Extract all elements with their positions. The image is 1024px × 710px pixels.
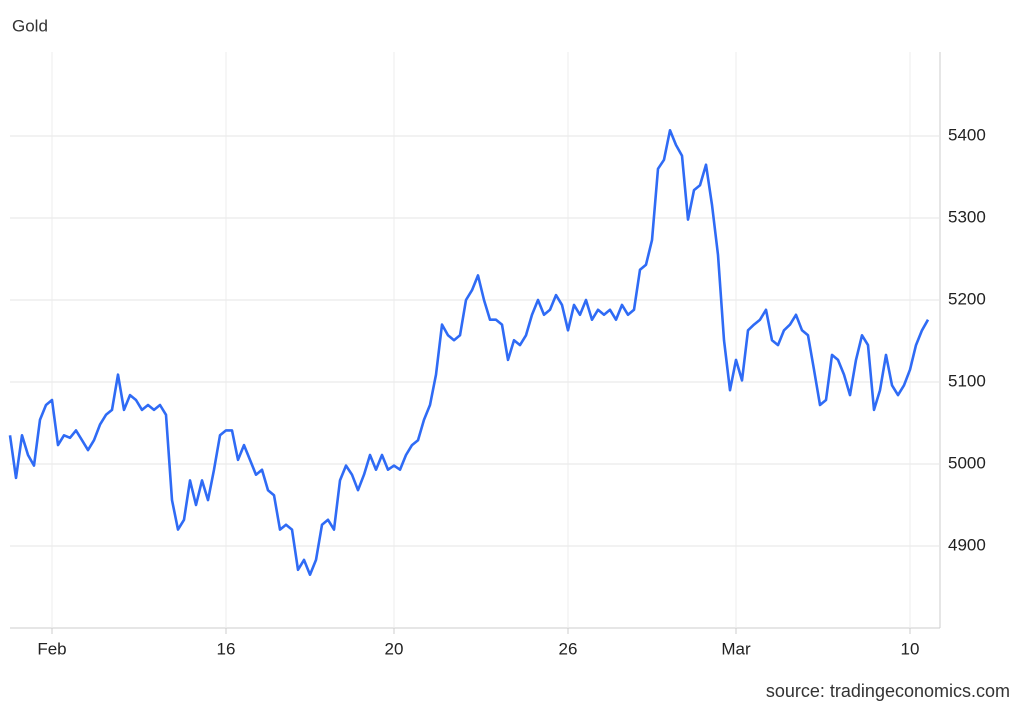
source-note: source: tradingeconomics.com: [766, 681, 1010, 701]
y-tick-label: 5000: [948, 453, 986, 472]
y-tick-label: 5300: [948, 207, 986, 226]
x-tick-label: 10: [901, 639, 920, 658]
grid: [10, 52, 940, 628]
x-tick-label: 16: [217, 639, 236, 658]
x-tick-label: Feb: [37, 639, 66, 658]
y-tick-label: 5200: [948, 289, 986, 308]
y-tick-label: 5100: [948, 371, 986, 390]
x-tick-label: 26: [559, 639, 578, 658]
x-tick-label: 20: [385, 639, 404, 658]
x-tick-label: Mar: [721, 639, 751, 658]
y-tick-label: 4900: [948, 535, 986, 554]
price-line: [8, 129, 930, 576]
y-tick-label: 5400: [948, 125, 986, 144]
chart-title: Gold: [12, 16, 48, 35]
